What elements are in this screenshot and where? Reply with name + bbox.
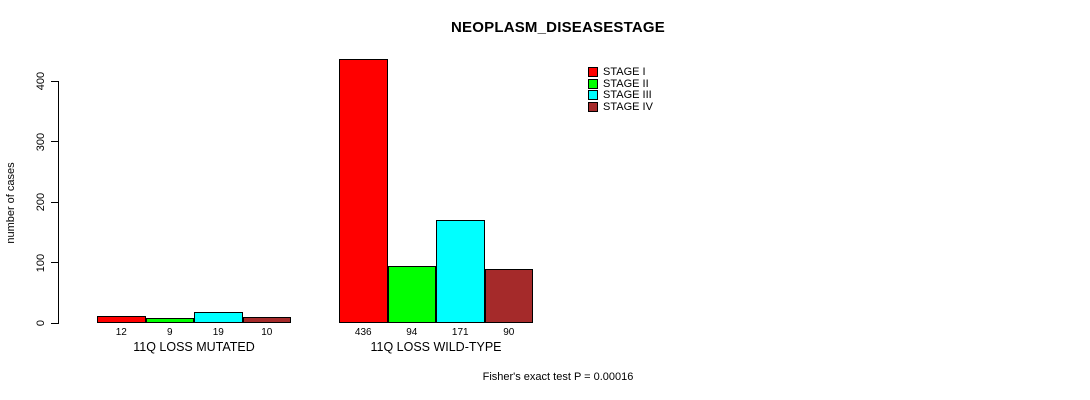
legend-swatch-icon xyxy=(588,90,598,100)
bar-value-label: 9 xyxy=(166,327,173,338)
legend-swatch-icon xyxy=(588,67,598,77)
bar-stage-ii xyxy=(145,317,194,323)
bar-stage-ii xyxy=(387,266,436,323)
y-axis-line xyxy=(58,81,59,324)
y-axis-tick-label: 100 xyxy=(35,253,47,272)
bar-stage-iii xyxy=(194,311,243,323)
bar-value-label: 436 xyxy=(354,327,372,338)
bar-value-label: 19 xyxy=(212,327,224,338)
x-axis-group-label: 11Q LOSS WILD-TYPE xyxy=(370,340,502,354)
bar-stage-iv xyxy=(484,268,533,323)
y-axis-label: number of cases xyxy=(5,162,17,244)
y-axis-tick-label: 0 xyxy=(35,319,47,327)
bar-stage-iii xyxy=(436,219,485,323)
y-axis-tick xyxy=(51,80,58,82)
y-axis-tick-label: 300 xyxy=(35,132,47,151)
bar-stage-i xyxy=(339,59,388,323)
legend-item-label: STAGE III xyxy=(603,89,652,101)
y-axis-tick-label: 400 xyxy=(35,71,47,91)
chart-title: NEOPLASM_DISEASESTAGE xyxy=(451,19,665,36)
bar-value-label: 171 xyxy=(451,327,469,338)
y-axis-tick xyxy=(51,262,58,263)
y-axis-tick xyxy=(51,201,58,203)
y-axis-tick xyxy=(51,141,58,142)
legend-item-label: STAGE II xyxy=(603,77,649,90)
bar-stage-i xyxy=(97,315,146,323)
bar-value-label: 94 xyxy=(406,327,418,338)
bar-value-label: 90 xyxy=(503,327,515,338)
legend-swatch-icon xyxy=(588,78,598,89)
bar-value-label: 12 xyxy=(115,327,127,338)
x-axis-group-label: 11Q LOSS MUTATED xyxy=(133,340,255,354)
legend-swatch-icon xyxy=(588,101,598,112)
stat-test-annotation: Fisher's exact test P = 0.00016 xyxy=(482,371,634,383)
bar-value-label: 10 xyxy=(261,327,273,338)
y-axis-tick-label: 200 xyxy=(35,192,47,212)
legend-item-label: STAGE I xyxy=(603,66,646,78)
bar-stage-iv xyxy=(242,316,291,323)
y-axis-tick xyxy=(51,322,58,324)
legend-item-label: STAGE IV xyxy=(603,100,653,113)
